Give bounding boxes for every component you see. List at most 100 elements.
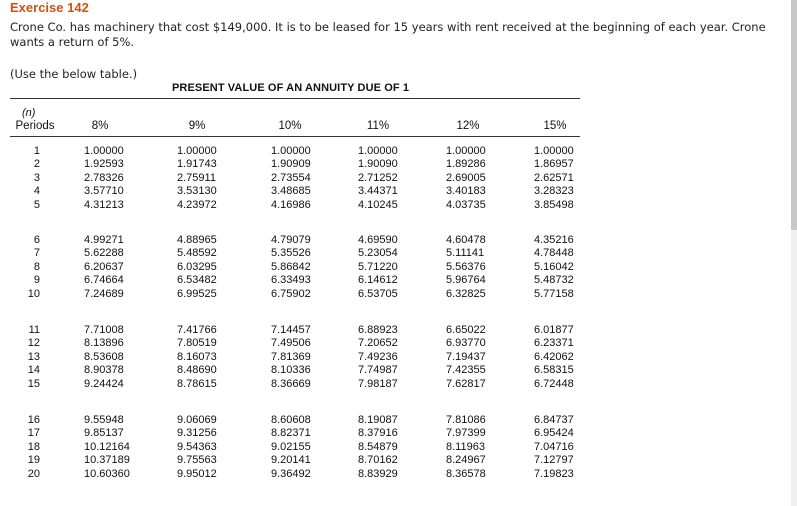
period-cell: 17 [27, 427, 40, 440]
factor-cell: 1.00000 [358, 145, 398, 157]
factor-cell: 4.60478 [446, 234, 486, 246]
factor-cell: 7.74987 [358, 364, 398, 377]
factor-cell: 6.72448 [534, 377, 574, 390]
factor-cell: 1.00000 [84, 145, 124, 157]
factor-cell: 6.74664 [84, 274, 124, 287]
factor-cell: 6.99525 [177, 287, 217, 300]
factor-cell: 6.53705 [358, 287, 398, 300]
factor-cell: 9.24424 [84, 377, 124, 390]
factor-cell: 7.14457 [271, 324, 311, 336]
header-periods: Periods [15, 120, 55, 132]
period-cell: 20 [27, 467, 40, 480]
period-cell: 10 [27, 287, 40, 300]
factor-cell: 1.91743 [177, 158, 217, 171]
period-cell: 8 [33, 260, 40, 273]
factor-cell: 3.53130 [177, 185, 217, 198]
period-cell: 5 [33, 198, 40, 211]
factor-cell: 6.75902 [271, 287, 311, 300]
header-rate-4: 11% [366, 120, 390, 132]
factor-cell: 7.20652 [358, 337, 398, 350]
factor-cell: 8.11963 [446, 440, 485, 453]
factor-cell: 7.81369 [271, 350, 311, 363]
factor-cell: 4.69590 [358, 234, 398, 246]
factor-cell: 5.71220 [358, 260, 398, 273]
factor-cell: 10.12164 [84, 440, 130, 453]
period-cell: 9 [33, 274, 40, 287]
factor-cell: 4.10245 [358, 198, 398, 211]
factor-cell: 10.60360 [84, 467, 130, 480]
factor-cell: 3.40183 [446, 185, 486, 198]
factor-cell: 6.65022 [446, 324, 486, 336]
factor-cell: 4.79079 [271, 234, 311, 246]
period-cell: 12 [27, 337, 40, 350]
factor-cell: 6.58315 [534, 364, 574, 377]
table-top-rule [10, 98, 580, 99]
factor-cell: 8.83929 [358, 467, 398, 480]
factor-cell: 8.90378 [84, 364, 124, 377]
period-cell: 15 [27, 377, 40, 390]
factor-cell: 1.86957 [534, 158, 574, 171]
factor-cell: 9.75563 [177, 454, 217, 467]
vertical-scrollbar[interactable] [791, 0, 797, 506]
factor-cell: 1.90090 [358, 158, 398, 171]
factor-cell: 10.37189 [84, 454, 130, 467]
factor-cell: 1.00000 [446, 145, 486, 157]
factor-cell: 2.73554 [271, 171, 311, 184]
factor-cell: 8.10336 [271, 364, 311, 377]
factor-cell: 6.20637 [84, 260, 124, 273]
period-cell: 11 [28, 324, 40, 336]
factor-cell: 5.86842 [271, 260, 311, 273]
factor-cell: 7.19437 [446, 350, 486, 363]
period-cell: 14 [27, 364, 40, 377]
factor-cell: 3.44371 [358, 185, 398, 198]
factor-cell: 7.24689 [84, 287, 124, 300]
period-cell: 1 [33, 145, 40, 157]
factor-cell: 3.85498 [534, 198, 574, 211]
factor-cell: 4.03735 [446, 198, 486, 211]
factor-cell: 9.54363 [177, 440, 217, 453]
factor-cell: 6.03295 [177, 260, 217, 273]
scrollbar-thumb[interactable] [791, 0, 797, 230]
period-cell: 2 [33, 158, 40, 171]
factor-cell: 8.60608 [271, 414, 311, 426]
factor-cell: 6.93770 [446, 337, 486, 350]
factor-cell: 8.36669 [271, 377, 311, 390]
factor-cell: 7.81086 [446, 414, 486, 426]
factor-cell: 6.32825 [446, 287, 486, 300]
period-cell: 19 [27, 454, 40, 467]
factor-cell: 5.11141 [446, 247, 485, 260]
header-rate-3: 10% [278, 120, 302, 132]
factor-cell: 2.75911 [177, 171, 216, 184]
exercise-title: Exercise 142 [10, 0, 89, 15]
factor-cell: 4.99271 [84, 234, 124, 246]
table-title: PRESENT VALUE OF AN ANNUITY DUE OF 1 [172, 82, 410, 94]
factor-cell: 5.35526 [271, 247, 311, 260]
factor-cell: 7.42355 [446, 364, 486, 377]
factor-cell: 3.28323 [534, 185, 574, 198]
factor-cell: 4.23972 [177, 198, 217, 211]
period-cell: 7 [33, 247, 40, 260]
factor-cell: 2.69005 [446, 171, 486, 184]
factor-cell: 6.88923 [358, 324, 398, 336]
factor-cell: 5.48592 [177, 247, 217, 260]
header-rate-5: 12% [456, 120, 480, 132]
factor-cell: 1.00000 [534, 145, 574, 157]
factor-cell: 9.85137 [84, 427, 124, 440]
factor-cell: 7.62817 [446, 377, 486, 390]
factor-cell: 8.82371 [271, 427, 311, 440]
factor-cell: 6.95424 [534, 427, 574, 440]
factor-cell: 3.57710 [84, 185, 124, 198]
factor-cell: 8.70162 [358, 454, 398, 467]
period-cell: 4 [33, 185, 40, 198]
factor-cell: 3.48685 [271, 185, 311, 198]
factor-cell: 8.19087 [358, 414, 398, 426]
factor-cell: 6.23371 [534, 337, 574, 350]
factor-cell: 4.31213 [84, 198, 124, 211]
factor-cell: 9.06069 [177, 414, 217, 426]
factor-cell: 9.36492 [271, 467, 311, 480]
factor-cell: 4.78448 [534, 247, 574, 260]
period-cell: 16 [27, 414, 40, 426]
factor-cell: 9.02155 [271, 440, 311, 453]
period-cell: 6 [33, 234, 40, 246]
factor-cell: 6.14612 [358, 274, 398, 287]
